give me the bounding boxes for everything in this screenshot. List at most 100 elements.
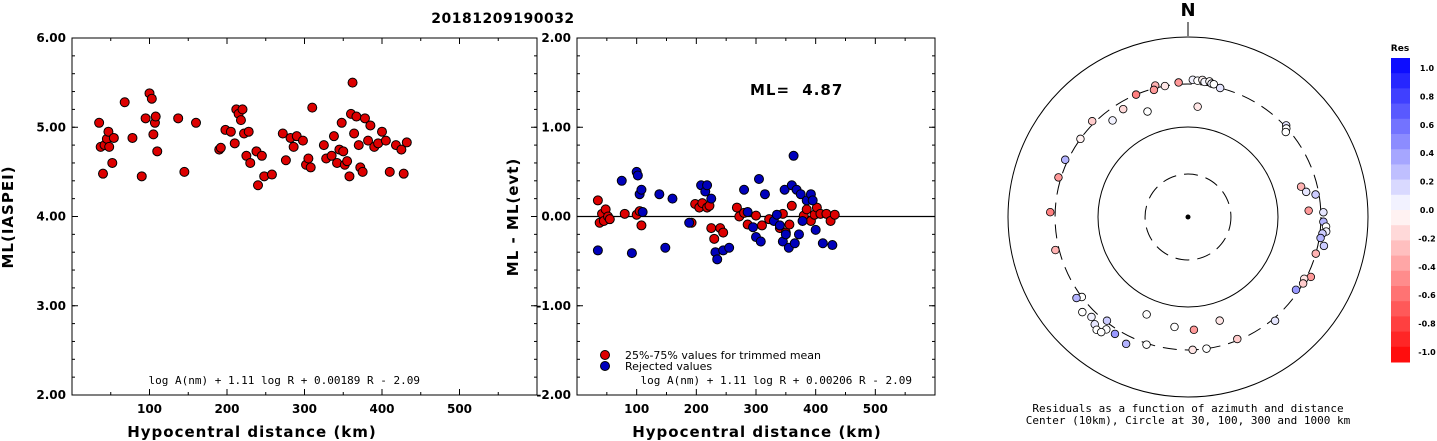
colorbar-cell	[1391, 179, 1410, 196]
polar-station-point	[1311, 190, 1320, 199]
polar-station-point	[1319, 241, 1329, 251]
colorbar-cell	[1391, 73, 1410, 89]
polar-ring-1000km	[1007, 36, 1369, 398]
plot2-point-trimmed	[709, 233, 720, 244]
colorbar-cell	[1391, 286, 1410, 302]
plot1-point	[148, 129, 159, 140]
plot1-point	[338, 146, 349, 157]
polar-station-point	[1291, 285, 1301, 295]
colorbar-cell	[1391, 316, 1410, 333]
plot2-point-rejected	[667, 193, 678, 204]
polar-station-point	[1046, 207, 1055, 217]
residual-distance-plot: 100 200 300 400 500 -2.00 -1.00 0.00 1.00 2.00 ML…	[504, 31, 936, 441]
plot1-point	[277, 128, 288, 139]
polar-station-point	[1188, 345, 1197, 355]
plot2-point-rejected	[780, 229, 791, 240]
polar-station-point	[1281, 127, 1290, 137]
plot2-point-trimmed	[636, 220, 647, 231]
plot1-point	[243, 126, 254, 137]
colorbar-cell	[1391, 58, 1410, 74]
plot1-formula: log A(nm) + 1.11 log R + 0.00189 R - 2.0…	[148, 374, 420, 387]
polar-station-point	[1296, 182, 1306, 191]
polar-station-point	[1193, 102, 1202, 111]
plot2-point-rejected	[748, 222, 759, 233]
plot1-point	[179, 166, 190, 177]
polar-station-point	[1078, 307, 1087, 317]
polar-station-point	[1142, 310, 1151, 319]
plot2-point-rejected	[789, 238, 800, 249]
plot2-point-rejected	[827, 240, 838, 251]
azimuth-residual-plot: N Residuals as a function of azimuth and…	[1007, 0, 1369, 427]
plot1-point	[342, 156, 353, 167]
plot2-point-trimmed	[786, 200, 797, 211]
colorbar-cell	[1391, 210, 1410, 226]
plot2-ytick-label: 1.00	[541, 120, 571, 134]
plot2-point-rejected	[739, 184, 750, 195]
colorbar-cell	[1391, 225, 1410, 241]
plot1-x-axis-label: Hypocentral distance (km)	[127, 423, 377, 441]
colorbar-cell	[1391, 134, 1410, 150]
plot1-ytick-label: 5.00	[36, 120, 66, 134]
colorbar-cell	[1391, 331, 1410, 348]
polar-station-point	[1316, 233, 1325, 243]
polar-caption-line2: Center (10km), Circle at 30, 100, 300 an…	[1026, 414, 1351, 427]
plot1-point	[235, 115, 246, 126]
plot1-ytick-label: 4.00	[36, 210, 66, 224]
plot2-formula: log A(nm) + 1.11 log R + 0.00206 R - 2.0…	[640, 374, 912, 387]
plot2-xtick-label: 200	[684, 402, 709, 416]
plot1-point	[215, 142, 226, 153]
colorbar-cell	[1391, 194, 1410, 211]
north-label: N	[1180, 0, 1195, 21]
plot1-point	[140, 113, 151, 124]
colorbar-cell	[1391, 149, 1410, 165]
plot1-point	[365, 120, 376, 131]
colorbar-cell	[1391, 270, 1410, 287]
plot2-point-rejected	[616, 175, 627, 186]
polar-station-point	[1149, 85, 1159, 95]
plot2-xtick-label: 300	[743, 402, 768, 416]
colorbar-cell	[1391, 240, 1410, 257]
polar-station-point	[1061, 155, 1070, 164]
polar-station-point	[1131, 90, 1141, 99]
colorbar-tick-label: 0.2	[1420, 178, 1434, 187]
plot2-point-rejected	[636, 184, 647, 195]
plot1-ytick-label: 2.00	[36, 388, 66, 402]
plot1-point	[256, 150, 267, 161]
plot2-point-rejected	[637, 207, 648, 218]
plot1-point	[401, 137, 412, 148]
plot1-point	[359, 113, 370, 124]
polar-station-point	[1215, 316, 1224, 325]
polar-station-point	[1088, 117, 1097, 126]
colorbar-tick-label: -0.6	[1418, 291, 1436, 300]
figure-title: 20181209190032	[431, 11, 574, 27]
colorbar-title: Res	[1391, 44, 1409, 54]
plot1-point	[344, 171, 355, 182]
plot2-y-axis-label: ML - ML(evt)	[504, 158, 522, 276]
polar-station-point	[1072, 293, 1081, 303]
plot1-point	[384, 166, 395, 177]
colorbar-tick-label: -0.4	[1418, 263, 1436, 272]
plot2-point-trimmed	[706, 223, 717, 234]
plot1-point	[136, 171, 147, 182]
plot1-point	[398, 168, 409, 179]
polar-station-point	[1301, 187, 1311, 197]
colorbar-cell	[1391, 164, 1410, 181]
residual-colorbar: Res 1.0 0.8 0.6 0.4 0.2 0.0 -0.2 -0.4 -0.6 -0.8 -1…	[1391, 44, 1436, 363]
plot1-xtick-label: 300	[292, 402, 317, 416]
legend-rejected-marker	[600, 361, 610, 371]
polar-station-point	[1121, 339, 1131, 349]
polar-station-point	[1143, 107, 1152, 116]
polar-station-point	[1270, 316, 1280, 325]
plot2-point-rejected	[810, 224, 821, 235]
polar-station-point	[1119, 104, 1128, 114]
legend-trimmed-marker	[600, 350, 610, 360]
plot2-point-trimmed	[829, 209, 840, 220]
plot2-ytick-label: -1.00	[536, 299, 571, 313]
plot1-xtick-label: 100	[137, 402, 162, 416]
polar-station-point	[1319, 208, 1328, 217]
plot2-point-rejected	[759, 189, 770, 200]
plot2-point-rejected	[654, 189, 665, 200]
ml-value-text: 4.87	[802, 81, 843, 99]
plot1-point	[357, 166, 368, 177]
polar-station-point	[1097, 327, 1106, 337]
